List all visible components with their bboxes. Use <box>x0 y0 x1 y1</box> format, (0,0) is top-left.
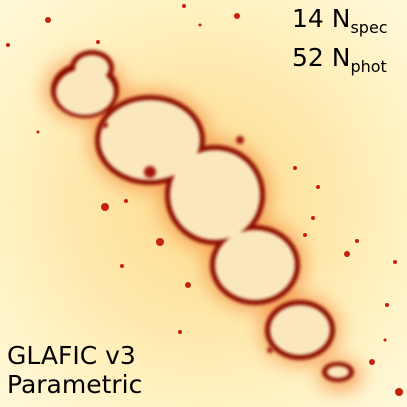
halo-dots <box>6 4 403 396</box>
spec-label: 14 Nspec <box>292 4 388 37</box>
model-name: GLAFIC v3 <box>7 341 136 370</box>
critical-curve <box>45 50 362 391</box>
phot-label: 52 Nphot <box>292 43 387 76</box>
model-type: Parametric <box>7 370 142 399</box>
